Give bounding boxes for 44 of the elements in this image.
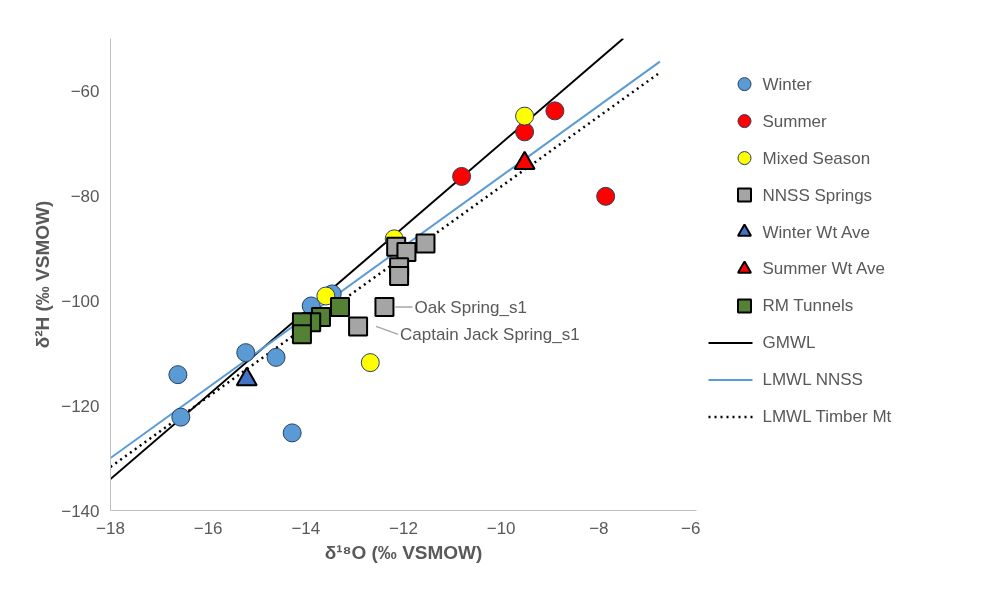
point — [348, 316, 369, 337]
point — [452, 166, 472, 186]
point — [415, 233, 436, 254]
point — [596, 186, 616, 206]
x-tick-label: −18 — [96, 518, 125, 538]
legend-label: LMWL Timber Mt — [762, 407, 892, 427]
y-tick-label: −120 — [61, 396, 100, 416]
y-tick-label: −80 — [70, 186, 100, 206]
y-axis-title: δ²H (‰ VSMOW) — [32, 200, 54, 349]
legend-label: RM Tunnels — [762, 296, 854, 316]
point — [515, 106, 535, 126]
x-tick-label: −10 — [486, 518, 516, 538]
x-tick-label: −16 — [193, 518, 223, 538]
x-tick-label: −14 — [291, 518, 321, 538]
legend-label: GMWL — [762, 333, 816, 353]
point — [171, 407, 191, 427]
legend-label: Mixed Season — [762, 148, 871, 168]
point — [389, 266, 410, 287]
y-tick-label: −60 — [70, 81, 100, 101]
x-axis-title: δ¹⁸O (‰ VSMOW) — [324, 541, 483, 563]
annotation: Oak Spring_s1 — [414, 297, 527, 317]
point — [266, 347, 286, 367]
point — [374, 297, 395, 318]
annotation: Captain Jack Spring_s1 — [400, 324, 580, 344]
point — [282, 423, 302, 443]
x-tick-label: −6 — [681, 518, 701, 538]
y-tick-label: −140 — [61, 501, 100, 521]
x-tick-label: −8 — [589, 518, 609, 538]
legend-label: LMWL NNSS — [762, 370, 863, 390]
x-tick-label: −12 — [389, 518, 418, 538]
legend-label: Winter Wt Ave — [762, 222, 870, 242]
legend-label: Summer Wt Ave — [762, 259, 885, 279]
point — [316, 286, 336, 306]
legend-label: Summer — [762, 111, 828, 131]
legend-label: NNSS Springs — [762, 185, 873, 205]
point — [360, 353, 380, 373]
point — [515, 122, 535, 142]
y-tick-label: −100 — [61, 291, 100, 311]
point — [236, 343, 256, 363]
point — [168, 365, 188, 385]
legend-label: Winter — [762, 74, 812, 94]
point — [330, 297, 351, 318]
point — [291, 324, 312, 345]
point — [545, 101, 565, 121]
